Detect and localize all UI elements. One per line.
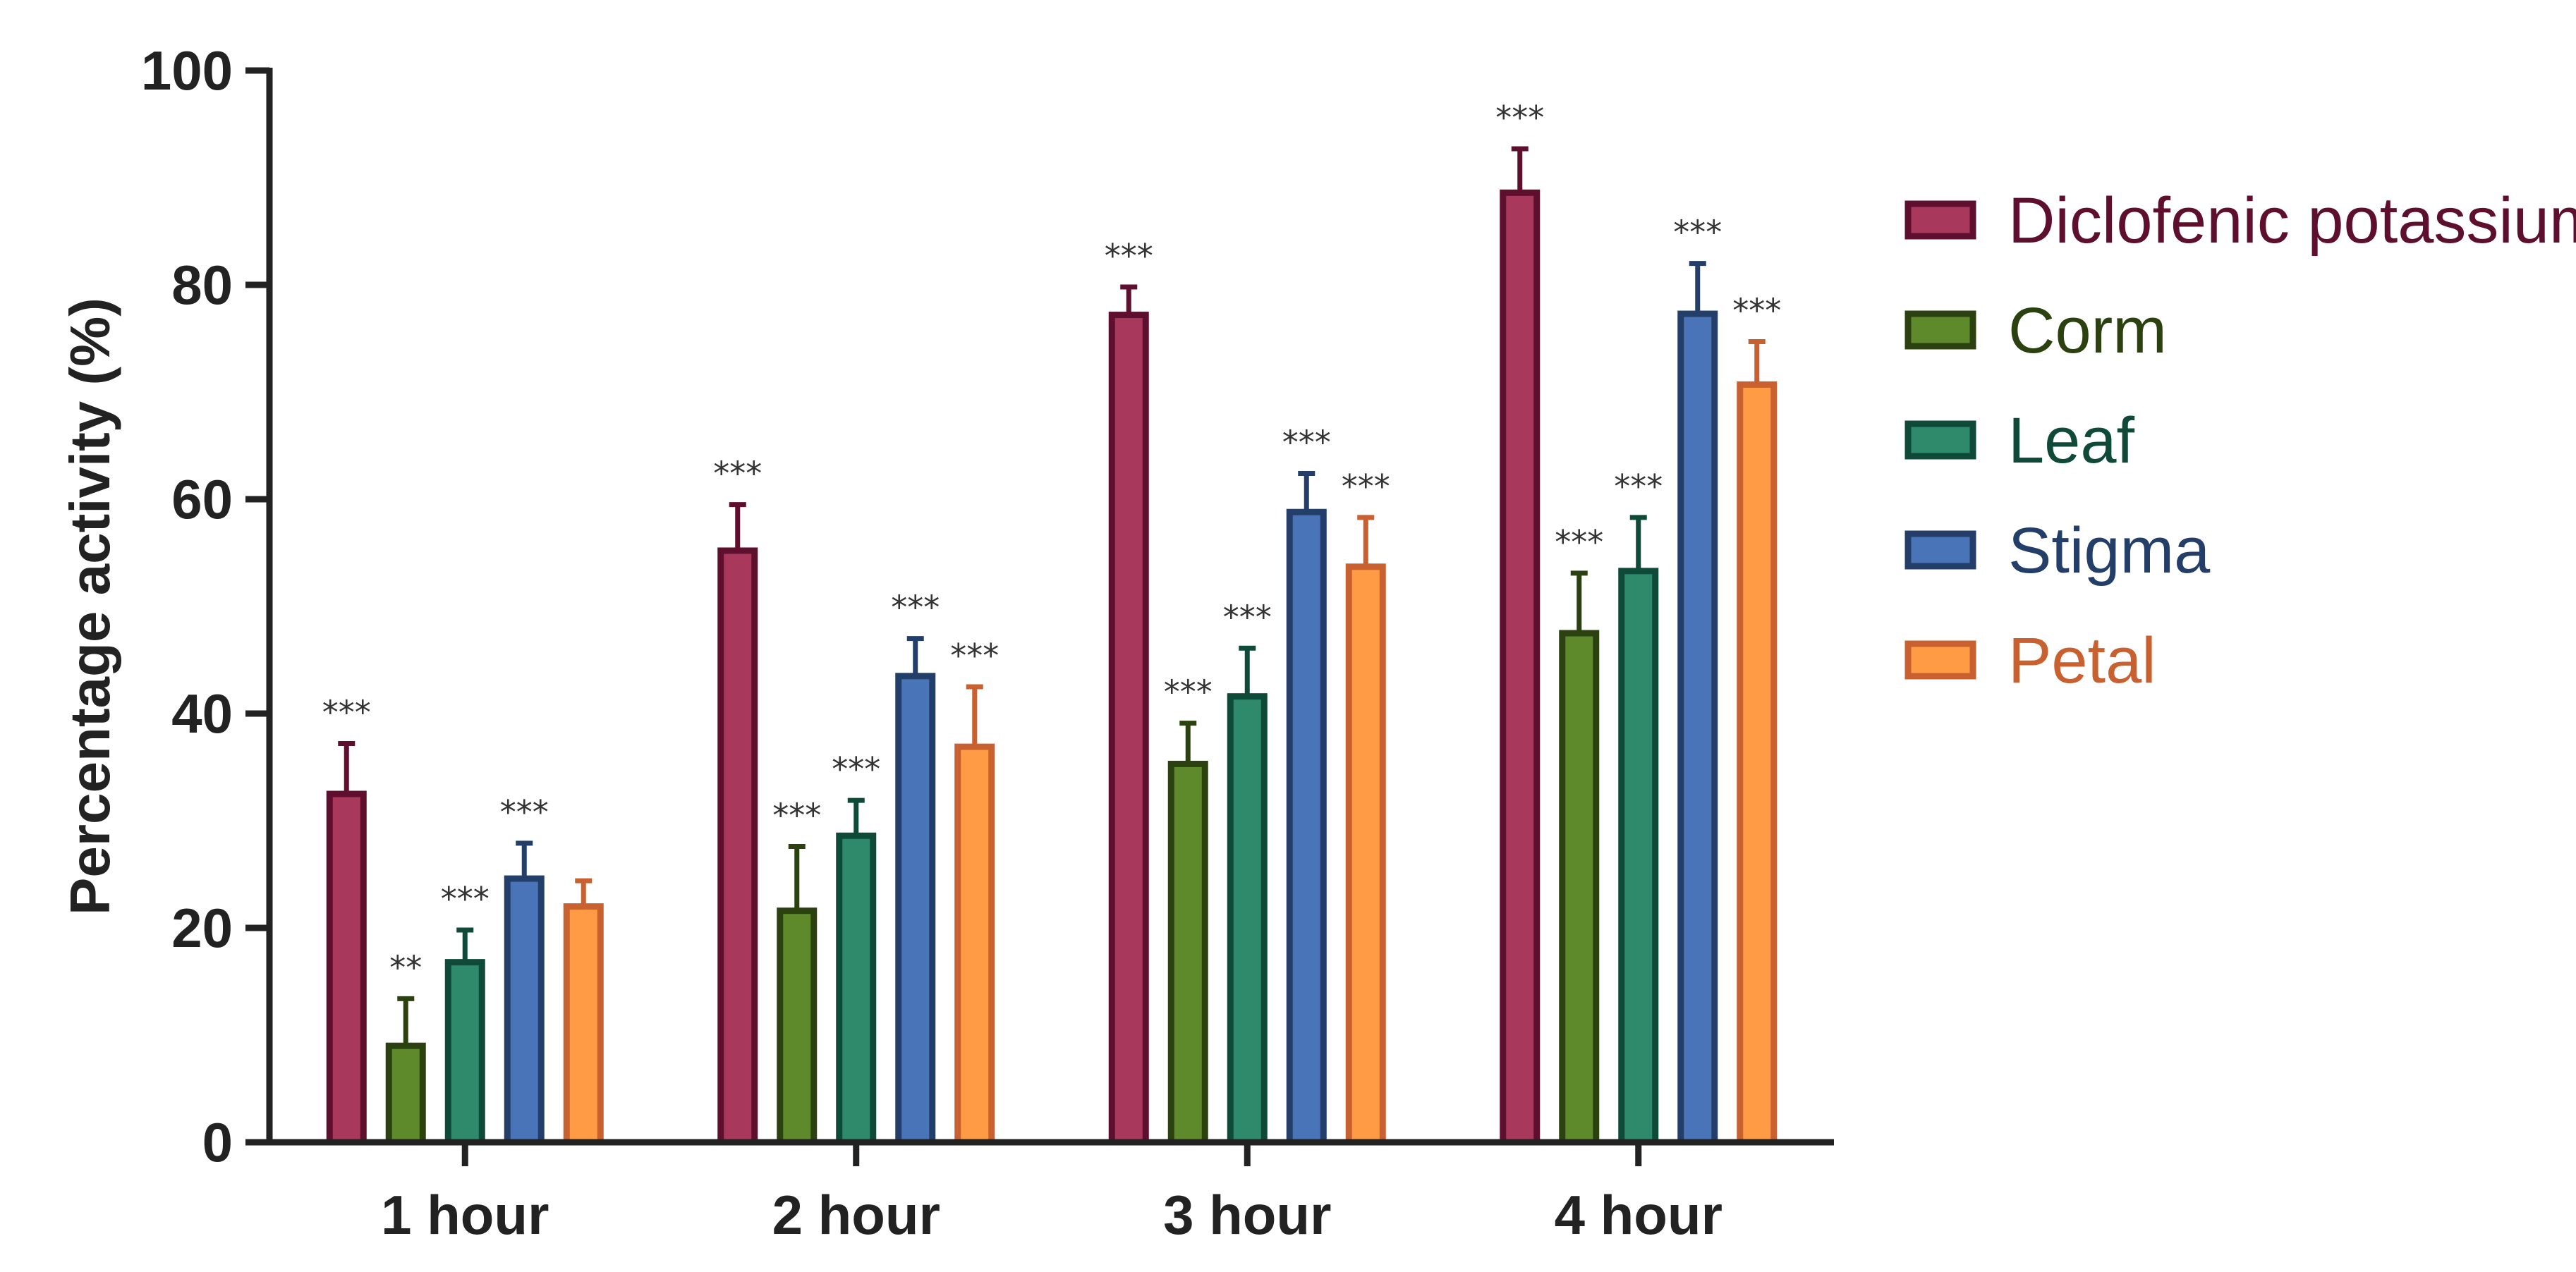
legend-swatch	[1904, 310, 1976, 350]
bar	[326, 790, 367, 1146]
significance-label: ***	[441, 880, 490, 918]
bar	[1737, 381, 1778, 1146]
significance-label: ***	[713, 455, 762, 493]
significance-label: ***	[500, 793, 549, 831]
x-tick-label: 4 hour	[1555, 1184, 1723, 1246]
axes-layer: 0 20 40 60 80 100 1 hour 2 hour 3 hour 4 hour Perc…	[59, 39, 1834, 1246]
legend-label: Petal	[2008, 625, 2156, 697]
significance-label: ***	[950, 637, 999, 675]
bar	[563, 903, 604, 1146]
bar	[717, 547, 758, 1146]
bar	[1618, 568, 1659, 1146]
significance-label: ***	[1555, 523, 1603, 561]
bar	[1227, 693, 1268, 1146]
significance-label: ***	[1282, 424, 1331, 462]
legend-label: Leaf	[2008, 405, 2134, 477]
significance-label: ***	[322, 694, 371, 732]
significance-label: ***	[1614, 467, 1663, 506]
significance-label: ***	[1732, 292, 1781, 330]
bar	[444, 959, 485, 1146]
y-axis-title: Percentage activity (%)	[59, 298, 121, 915]
y-tick-label: 40	[171, 683, 233, 745]
bars-layer: ****************************************…	[322, 99, 1781, 1146]
bar	[777, 907, 818, 1146]
bar	[385, 1042, 426, 1146]
significance-label: ***	[1673, 214, 1722, 252]
bar	[1167, 760, 1208, 1146]
significance-label: ***	[1164, 673, 1213, 711]
legend-swatch	[1904, 640, 1976, 680]
y-tick-label: 20	[171, 897, 233, 959]
y-tick-label: 100	[141, 39, 233, 102]
bar	[1345, 563, 1386, 1146]
bar	[954, 743, 995, 1146]
y-tick-label: 0	[202, 1111, 233, 1173]
significance-label: ***	[1342, 467, 1390, 506]
bar	[1677, 310, 1718, 1146]
x-tick-label: 3 hour	[1163, 1184, 1331, 1246]
x-tick-label: 2 hour	[772, 1184, 940, 1246]
bar	[1559, 630, 1600, 1146]
bar	[1500, 189, 1541, 1146]
significance-label: ***	[891, 589, 940, 627]
x-tick-label: 1 hour	[381, 1184, 549, 1246]
legend-label: Corm	[2008, 295, 2167, 367]
significance-label: ***	[772, 796, 821, 834]
significance-label: ***	[1105, 237, 1153, 275]
bar	[1108, 312, 1149, 1146]
bar	[504, 875, 545, 1146]
significance-label: **	[389, 948, 422, 986]
bar	[1286, 508, 1327, 1146]
legend: Diclofenic potassium Corm Leaf Stigma Petal	[1904, 185, 2576, 697]
legend-swatch	[1904, 530, 1976, 570]
y-tick-label: 80	[171, 254, 233, 316]
legend-swatch	[1904, 200, 1976, 240]
legend-swatch	[1904, 420, 1976, 460]
legend-label: Diclofenic potassium	[2008, 185, 2576, 257]
significance-label: ***	[1223, 598, 1272, 636]
bar	[836, 832, 877, 1146]
y-tick-label: 60	[171, 468, 233, 530]
legend-label: Stigma	[2008, 515, 2211, 587]
bar	[895, 673, 936, 1146]
significance-label: ***	[1495, 99, 1544, 137]
significance-label: ***	[832, 750, 880, 788]
